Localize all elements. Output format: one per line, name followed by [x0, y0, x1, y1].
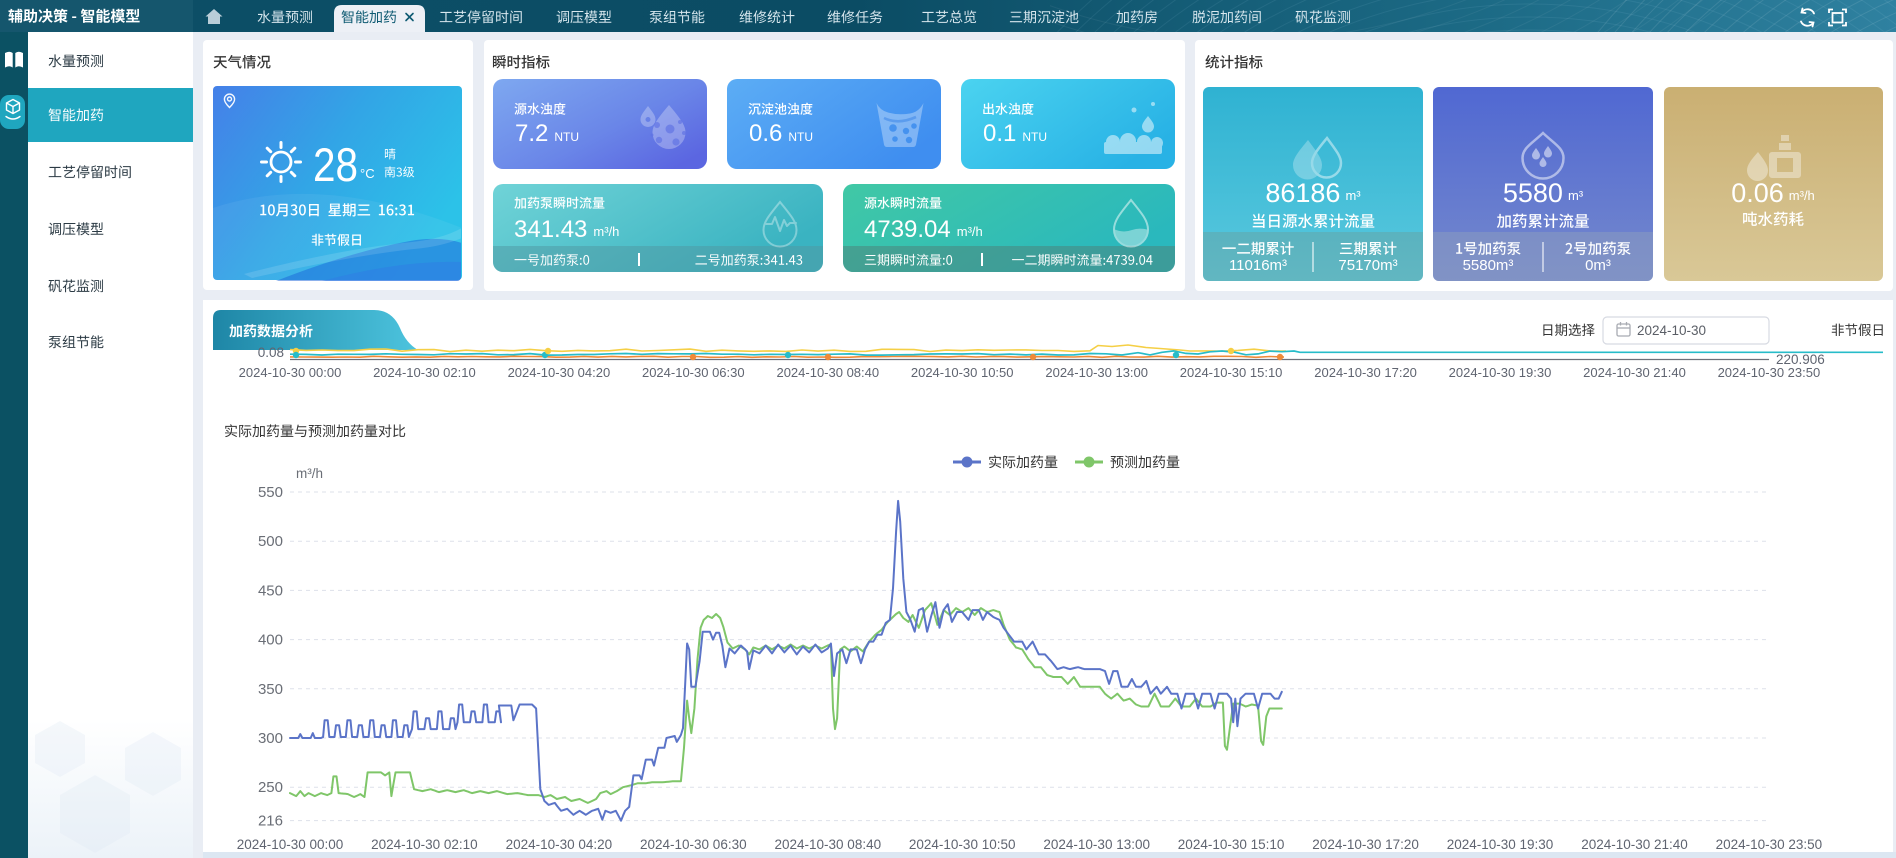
svg-text:2024-10-30 21:40: 2024-10-30 21:40: [1583, 365, 1686, 380]
svg-text:0.08: 0.08: [258, 345, 284, 360]
svg-text:5580m³: 5580m³: [1503, 178, 1584, 208]
svg-text:2024-10-30: 2024-10-30: [1637, 323, 1706, 338]
svg-text:2024-10-30 06:30: 2024-10-30 06:30: [640, 837, 747, 852]
svg-text:2024-10-30 04:20: 2024-10-30 04:20: [508, 365, 611, 380]
svg-text:450: 450: [258, 582, 283, 599]
svg-text:2024-10-30 17:20: 2024-10-30 17:20: [1314, 365, 1417, 380]
svg-text:2024-10-30 23:50: 2024-10-30 23:50: [1718, 365, 1821, 380]
svg-text:5580m³: 5580m³: [1463, 257, 1514, 274]
svg-text:m³/h: m³/h: [296, 466, 323, 481]
svg-text:2024-10-30 13:00: 2024-10-30 13:00: [1043, 837, 1150, 852]
svg-text:2024-10-30 02:10: 2024-10-30 02:10: [371, 837, 478, 852]
svg-text:220.906: 220.906: [1776, 352, 1825, 367]
svg-text:250: 250: [258, 779, 283, 796]
svg-text:°C: °C: [360, 166, 375, 181]
svg-text:11016m³: 11016m³: [1229, 257, 1287, 274]
svg-text:500: 500: [258, 533, 283, 550]
svg-text:2024-10-30 13:00: 2024-10-30 13:00: [1045, 365, 1148, 380]
svg-text:2024-10-30 15:10: 2024-10-30 15:10: [1178, 837, 1285, 852]
svg-text:550: 550: [258, 484, 283, 501]
svg-text:216: 216: [258, 813, 283, 830]
svg-text:300: 300: [258, 730, 283, 747]
svg-text:2024-10-30 17:20: 2024-10-30 17:20: [1312, 837, 1419, 852]
svg-text:2024-10-30 00:00: 2024-10-30 00:00: [237, 837, 344, 852]
svg-text:2024-10-30 19:30: 2024-10-30 19:30: [1449, 365, 1552, 380]
svg-text:2024-10-30 21:40: 2024-10-30 21:40: [1581, 837, 1688, 852]
svg-text:0m³: 0m³: [1585, 257, 1611, 274]
svg-text:2024-10-30 15:10: 2024-10-30 15:10: [1180, 365, 1283, 380]
svg-text:28: 28: [313, 138, 358, 191]
svg-text:2024-10-30 10:50: 2024-10-30 10:50: [909, 837, 1016, 852]
svg-text:2024-10-30 08:40: 2024-10-30 08:40: [776, 365, 879, 380]
svg-text:2024-10-30 10:50: 2024-10-30 10:50: [911, 365, 1014, 380]
svg-text:2024-10-30 08:40: 2024-10-30 08:40: [775, 837, 882, 852]
svg-text:2024-10-30 04:20: 2024-10-30 04:20: [506, 837, 613, 852]
svg-text:2024-10-30 23:50: 2024-10-30 23:50: [1716, 837, 1823, 852]
svg-text:2024-10-30 19:30: 2024-10-30 19:30: [1447, 837, 1554, 852]
svg-text:400: 400: [258, 632, 283, 649]
svg-text:75170m³: 75170m³: [1338, 257, 1397, 274]
svg-text:2024-10-30 02:10: 2024-10-30 02:10: [373, 365, 476, 380]
svg-text:350: 350: [258, 681, 283, 698]
svg-text:2024-10-30 06:30: 2024-10-30 06:30: [642, 365, 745, 380]
svg-text:2024-10-30 00:00: 2024-10-30 00:00: [239, 365, 342, 380]
